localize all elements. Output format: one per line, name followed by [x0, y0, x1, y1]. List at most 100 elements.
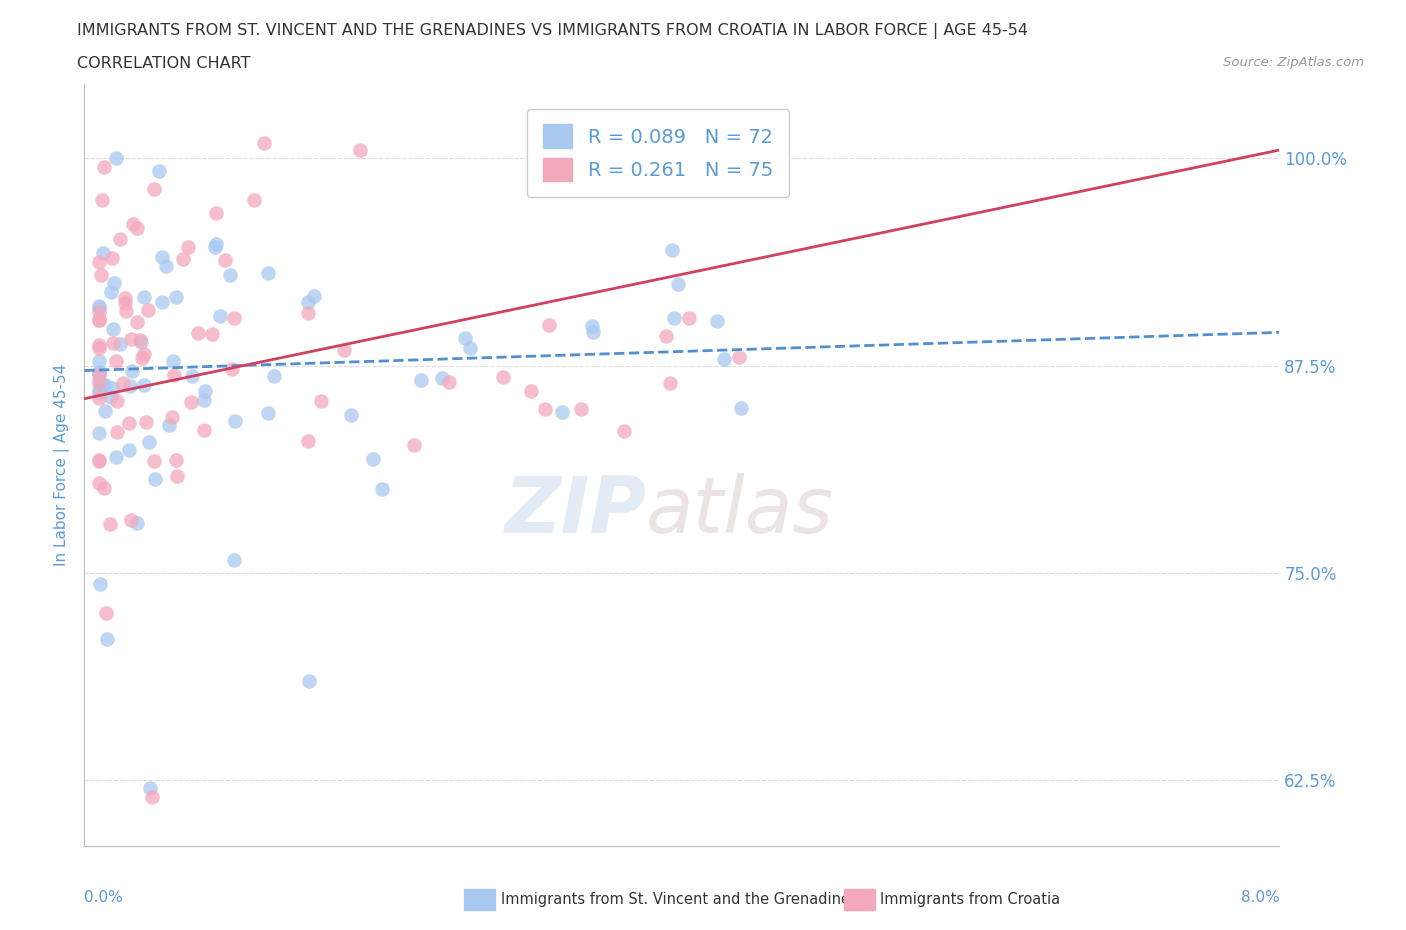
Point: [105, 393, 128, 408]
Point: [135, 414, 157, 429]
Point: [150, 295, 173, 310]
Point: [91, 378, 114, 392]
Point: [728, 350, 751, 365]
Point: [115, 304, 138, 319]
Point: [120, 513, 142, 528]
Point: [666, 277, 689, 292]
Point: [143, 472, 166, 486]
Point: [89, 338, 111, 352]
Point: [89, 368, 111, 383]
Point: [678, 311, 700, 325]
Point: [136, 303, 159, 318]
Point: [520, 384, 543, 399]
Point: [160, 409, 183, 424]
Point: [458, 340, 481, 355]
Point: [110, 232, 132, 246]
Point: [208, 309, 231, 324]
Point: [205, 206, 228, 220]
Point: [122, 217, 145, 232]
Point: [91, 193, 114, 207]
Point: [658, 376, 681, 391]
Point: [98, 516, 121, 531]
Text: ZIP: ZIP: [503, 472, 647, 549]
Point: [166, 469, 188, 484]
Point: [118, 379, 141, 393]
Point: [533, 401, 555, 416]
Point: [150, 249, 173, 264]
Point: [537, 318, 560, 333]
Point: [309, 393, 332, 408]
Point: [224, 414, 246, 429]
Point: [89, 577, 111, 591]
Point: [101, 322, 124, 337]
Point: [165, 453, 187, 468]
Point: [302, 288, 325, 303]
Point: [176, 240, 198, 255]
Point: [125, 515, 148, 530]
Point: [655, 328, 678, 343]
Point: [242, 193, 264, 207]
Point: [157, 418, 180, 432]
Point: [256, 405, 278, 420]
Point: [89, 365, 111, 380]
Point: [214, 253, 236, 268]
Point: [581, 318, 603, 333]
Point: [706, 313, 728, 328]
Point: [118, 416, 141, 431]
Point: [90, 268, 112, 283]
Point: [187, 326, 209, 340]
Point: [139, 781, 162, 796]
Point: [333, 342, 356, 357]
Legend: R = 0.089   N = 72, R = 0.261   N = 75: R = 0.089 N = 72, R = 0.261 N = 75: [527, 109, 789, 197]
Text: Source: ZipAtlas.com: Source: ZipAtlas.com: [1223, 56, 1364, 69]
Point: [221, 362, 243, 377]
Point: [297, 295, 319, 310]
Point: [103, 275, 125, 290]
Point: [437, 374, 460, 389]
Point: [114, 291, 136, 306]
Point: [89, 425, 111, 440]
Point: [172, 252, 194, 267]
Point: [730, 401, 752, 416]
Point: [339, 407, 361, 422]
Point: [551, 405, 574, 419]
Point: [371, 482, 394, 497]
Point: [661, 242, 683, 257]
Point: [121, 363, 143, 378]
Point: [132, 346, 156, 361]
Point: [90, 377, 112, 392]
Point: [430, 371, 453, 386]
Point: [118, 442, 141, 457]
Point: [664, 311, 686, 325]
Point: [129, 332, 152, 347]
Text: Immigrants from St. Vincent and the Grenadines: Immigrants from St. Vincent and the Gren…: [501, 892, 858, 907]
Point: [89, 454, 111, 469]
Point: [193, 392, 215, 407]
Point: [89, 381, 111, 396]
Point: [142, 181, 165, 196]
Point: [93, 480, 115, 495]
Point: [89, 475, 111, 490]
Point: [127, 220, 149, 235]
Point: [94, 378, 117, 392]
Point: [105, 353, 128, 368]
Point: [134, 289, 156, 304]
Point: [89, 372, 111, 387]
Point: [218, 268, 240, 283]
Point: [91, 246, 114, 260]
Point: [204, 240, 226, 255]
Text: 8.0%: 8.0%: [1240, 890, 1279, 905]
Point: [142, 454, 165, 469]
Point: [89, 453, 111, 468]
Text: Immigrants from Croatia: Immigrants from Croatia: [880, 892, 1060, 907]
Point: [148, 164, 170, 179]
Point: [100, 285, 122, 299]
Point: [263, 368, 285, 383]
Point: [180, 395, 202, 410]
Point: [89, 340, 111, 355]
Point: [165, 290, 187, 305]
Point: [253, 136, 276, 151]
Point: [89, 391, 111, 405]
Point: [491, 370, 513, 385]
Point: [409, 373, 432, 388]
